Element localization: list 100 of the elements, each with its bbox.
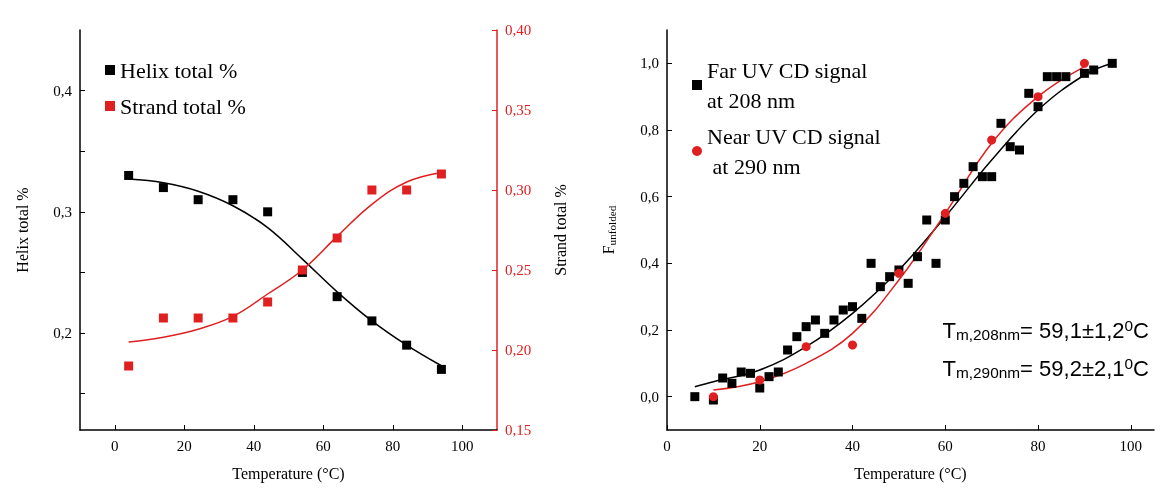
point bbox=[1033, 102, 1043, 112]
point bbox=[158, 313, 168, 323]
y-tick-label: 0,8 bbox=[640, 122, 659, 138]
point bbox=[718, 373, 728, 383]
y-tick-label: 0,2 bbox=[53, 325, 72, 342]
point bbox=[792, 332, 802, 342]
point bbox=[124, 361, 134, 371]
point bbox=[436, 364, 446, 374]
point bbox=[977, 172, 987, 182]
point bbox=[727, 378, 737, 388]
point bbox=[402, 340, 412, 350]
y-tick-label: 1,0 bbox=[640, 55, 659, 72]
y-axis-title: Helix total % bbox=[13, 187, 31, 273]
x-axis-title: Temperature (°C) bbox=[232, 464, 345, 483]
point bbox=[922, 215, 932, 225]
point bbox=[158, 183, 168, 193]
point bbox=[1107, 58, 1117, 68]
point bbox=[436, 169, 446, 179]
x-tick-label: 0 bbox=[663, 437, 671, 454]
point bbox=[402, 185, 412, 195]
legend-label: Helix total % bbox=[120, 57, 238, 83]
y-tick-label: 0,0 bbox=[640, 388, 659, 405]
point bbox=[959, 178, 969, 188]
point bbox=[912, 252, 922, 262]
point bbox=[940, 208, 950, 218]
y-axis-title: Funfolded bbox=[600, 205, 618, 255]
y2-tick-label: 0,35 bbox=[505, 102, 532, 118]
point bbox=[829, 315, 839, 325]
point bbox=[838, 305, 848, 315]
point bbox=[848, 302, 858, 312]
point bbox=[1052, 72, 1062, 82]
point bbox=[987, 172, 997, 182]
x-axis-title: Temperature (°C) bbox=[854, 464, 967, 483]
legend-label: Near UV CD signal at 290 nm bbox=[707, 123, 881, 179]
y-tick-label: 0,4 bbox=[640, 255, 660, 272]
x-tick-label: 60 bbox=[315, 437, 331, 454]
point bbox=[968, 162, 978, 172]
x-tick-label: 40 bbox=[845, 437, 861, 454]
point bbox=[228, 313, 238, 323]
point bbox=[193, 195, 203, 205]
y-tick-label: 0,2 bbox=[640, 322, 659, 338]
x-tick-label: 40 bbox=[246, 437, 262, 454]
y-tick-label: 0,3 bbox=[53, 203, 72, 220]
y-tick-label: 0,6 bbox=[640, 188, 660, 205]
point bbox=[857, 313, 867, 323]
point bbox=[1005, 142, 1015, 152]
point bbox=[773, 367, 783, 377]
point bbox=[987, 135, 997, 145]
point bbox=[1089, 65, 1099, 75]
point bbox=[801, 322, 811, 332]
point bbox=[367, 185, 377, 195]
point bbox=[332, 292, 342, 302]
x-tick-label: 60 bbox=[937, 437, 953, 454]
point bbox=[931, 258, 941, 268]
legend-label: Strand total % bbox=[120, 93, 246, 119]
point bbox=[736, 367, 746, 377]
point bbox=[801, 342, 811, 352]
point bbox=[745, 368, 755, 378]
point bbox=[903, 278, 913, 288]
point bbox=[820, 328, 830, 338]
y2-tick-label: 0,30 bbox=[505, 182, 532, 198]
point bbox=[996, 118, 1006, 128]
x-tick-label: 100 bbox=[1119, 437, 1143, 454]
x-tick-label: 100 bbox=[451, 437, 474, 454]
y2-tick-label: 0,40 bbox=[505, 22, 532, 38]
point bbox=[124, 170, 134, 180]
y2-tick-label: 0,25 bbox=[505, 262, 532, 278]
point bbox=[263, 207, 273, 217]
point bbox=[866, 258, 876, 268]
point bbox=[367, 316, 377, 326]
point bbox=[755, 375, 765, 385]
point bbox=[263, 297, 273, 307]
x-tick-label: 20 bbox=[752, 437, 768, 454]
point bbox=[1015, 145, 1024, 155]
point bbox=[848, 340, 858, 350]
point bbox=[332, 233, 342, 243]
point bbox=[875, 282, 885, 292]
point bbox=[764, 372, 774, 382]
point bbox=[755, 383, 765, 393]
x-tick-label: 0 bbox=[111, 437, 119, 454]
point bbox=[783, 345, 793, 355]
x-tick-label: 80 bbox=[385, 437, 401, 454]
y-tick-label: 0,4 bbox=[53, 82, 73, 99]
point bbox=[810, 315, 820, 325]
point bbox=[228, 195, 238, 205]
legend-label: Far UV CD signal at 208 nm bbox=[707, 57, 873, 113]
point bbox=[690, 392, 700, 402]
y2-axis-title: Strand total % bbox=[551, 184, 569, 276]
y2-tick-label: 0,15 bbox=[505, 422, 532, 438]
point bbox=[1042, 72, 1052, 82]
point bbox=[885, 272, 895, 282]
point bbox=[950, 192, 960, 202]
point bbox=[1033, 92, 1043, 102]
x-tick-label: 80 bbox=[1030, 437, 1046, 454]
point bbox=[1079, 68, 1089, 78]
point bbox=[1024, 88, 1034, 98]
point bbox=[1079, 58, 1089, 68]
point bbox=[1061, 72, 1071, 82]
y2-tick-label: 0,20 bbox=[505, 342, 532, 358]
x-tick-label: 20 bbox=[176, 437, 192, 454]
